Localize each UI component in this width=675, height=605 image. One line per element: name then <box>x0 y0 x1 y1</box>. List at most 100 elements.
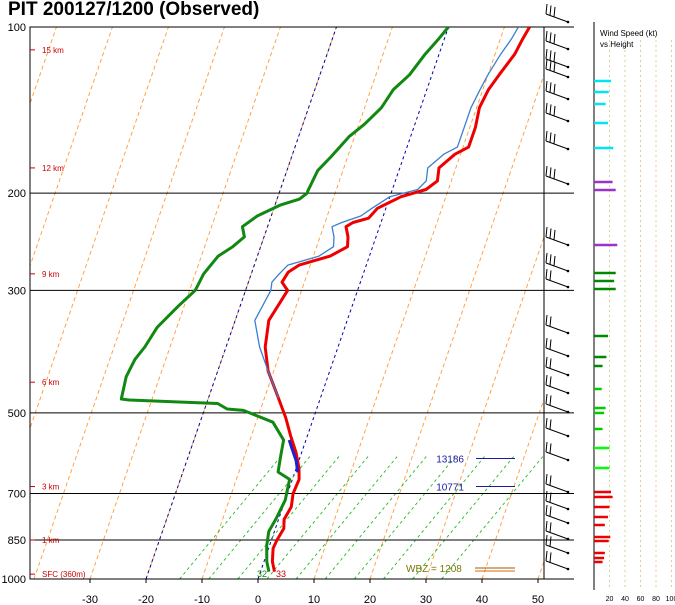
wind-barb <box>545 441 570 462</box>
wind-speed-bar <box>594 364 603 368</box>
temp-tick-label: 40 <box>476 594 488 605</box>
pressure-tick-label: 200 <box>8 188 26 200</box>
level-label: 10771 <box>436 483 464 494</box>
isotherm-line <box>313 27 505 579</box>
isotherm-line <box>481 397 544 579</box>
mixing-ratio-line <box>383 456 485 579</box>
temp-tick-label: 20 <box>364 594 376 605</box>
virtual_temp-trace <box>254 27 519 399</box>
wind-speed-bar <box>594 427 603 431</box>
pressure-tick-label: 1000 <box>2 574 26 586</box>
mixing-ratio-line <box>266 456 369 579</box>
mixing-ratio-line <box>295 456 398 579</box>
panel-subtitle: vs Height <box>600 40 634 49</box>
wind-speed-bar <box>594 515 608 519</box>
height-label: 12 km <box>42 164 64 173</box>
minus20-isotherm <box>145 27 337 579</box>
temp-tick-label: 50 <box>532 594 544 605</box>
height-label: 6 km <box>42 378 60 387</box>
wind-speed-bar <box>594 490 612 494</box>
pressure-tick-label: 500 <box>8 408 26 420</box>
wind-barb <box>545 356 570 377</box>
mixing-ratio-line <box>324 456 427 579</box>
wind-barb <box>545 30 570 51</box>
wind-speed-bar <box>594 535 611 539</box>
wind-barb <box>545 490 570 511</box>
pressure-tick-label: 100 <box>8 22 26 34</box>
pressure-lines-layer <box>29 26 574 580</box>
wind-speed-bar <box>594 355 607 359</box>
wind-speed-bar <box>594 495 613 499</box>
wind-barb <box>545 252 570 273</box>
wind-speed-bar <box>594 334 608 338</box>
wind-barb <box>545 374 570 395</box>
wind-speed-bar <box>594 387 602 391</box>
level-label: 13186 <box>436 455 464 466</box>
wind-barb <box>545 417 570 438</box>
mixing-ratio-line <box>179 456 281 579</box>
sfc-dewpoint-label: 32 <box>257 569 267 579</box>
mixing-ratio-line <box>237 456 340 579</box>
wind-speed-bar <box>594 556 605 560</box>
wind-barb <box>545 520 570 541</box>
panel-tick-label: 80 <box>652 596 660 603</box>
isotherm-line <box>425 235 544 579</box>
panel-title: Wind Speed (kt) <box>600 29 658 38</box>
traces-layer <box>119 27 531 573</box>
temp-tick-label: 30 <box>420 594 432 605</box>
isotherm-line <box>201 27 393 579</box>
wind-barb <box>545 550 570 571</box>
wind-speed-bar <box>594 146 614 150</box>
wind-speed-bar <box>594 121 608 125</box>
wind-barb <box>545 337 570 358</box>
temp-tick-label: 10 <box>308 594 320 605</box>
height-label: 15 km <box>42 46 64 55</box>
panel-tick-label: 40 <box>621 596 629 603</box>
parcel-trace <box>287 439 300 473</box>
dewpoint-trace <box>119 27 450 573</box>
height-label: 1 km <box>42 536 60 545</box>
pressure-tick-label: 850 <box>8 535 26 547</box>
wind-barb <box>545 58 570 79</box>
mixing-ratio-line <box>208 456 311 579</box>
wind-speed-bar <box>594 551 605 555</box>
wind-speed-bar <box>594 180 613 184</box>
height-label: SFC (360m) <box>42 570 86 579</box>
wind-speed-bar <box>594 79 612 83</box>
chart-title: PIT 200127/1200 (Observed) <box>8 0 260 20</box>
wind-barb <box>545 165 570 186</box>
mixing-ratio-layer <box>179 456 544 579</box>
wind-barbs-layer <box>545 3 570 571</box>
wbz-label: WBZ = 1208 <box>406 564 462 575</box>
height-label: 3 km <box>42 483 60 492</box>
wind-speed-bar <box>594 243 618 247</box>
wind-barb <box>545 226 570 247</box>
mixing-ratio-line <box>353 456 456 579</box>
wind-barb <box>545 504 570 525</box>
temp-tick-label: -20 <box>138 594 154 605</box>
pressure-tick-label: 700 <box>8 488 26 500</box>
mixing-ratio-line <box>412 456 514 579</box>
isotherm-line <box>33 27 225 579</box>
wind-speed-bar <box>594 523 605 527</box>
isotherm-line <box>89 27 281 579</box>
wind-barb <box>545 473 570 494</box>
plot-frame <box>29 26 545 580</box>
wind-speed-bar <box>594 560 603 564</box>
wind-barb <box>545 534 570 555</box>
wind-barb <box>545 268 570 289</box>
temp-tick-label: -10 <box>194 594 210 605</box>
isotherm-line <box>30 27 113 268</box>
freezing-isotherm <box>257 27 449 579</box>
wind-speed-bar <box>594 188 616 192</box>
wind-barb <box>545 393 570 414</box>
wind-barb <box>545 80 570 101</box>
wind-barb <box>545 3 570 24</box>
wind-speed-bar <box>594 505 610 509</box>
wind-barb <box>545 48 570 69</box>
wind-speed-bar <box>594 90 609 94</box>
sfc-temp-label: 33 <box>276 569 286 579</box>
wind-barb <box>545 102 570 123</box>
